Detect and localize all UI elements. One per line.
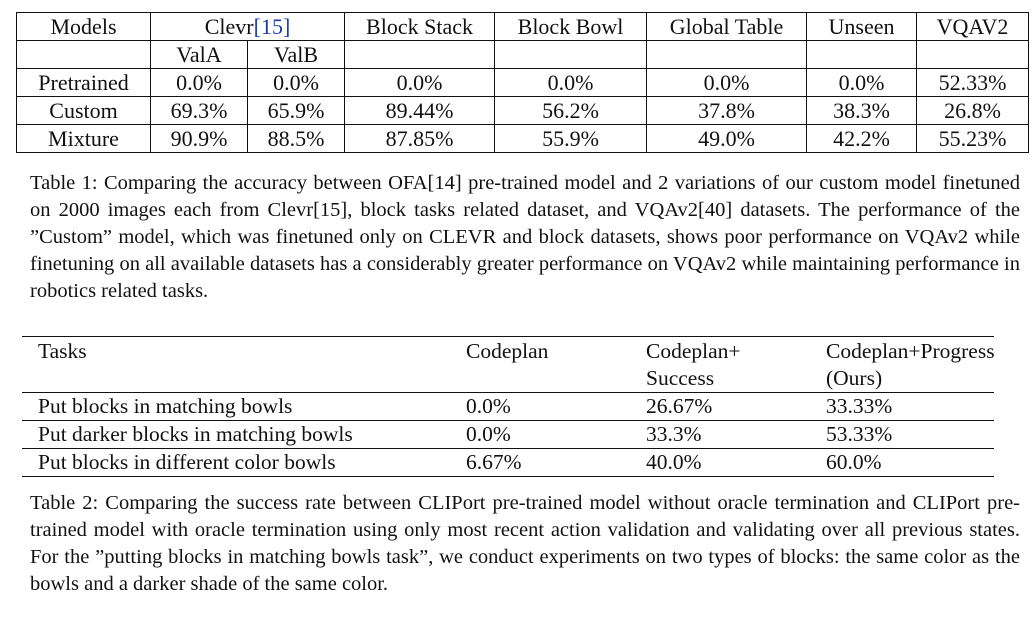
cell-vala: 90.9%	[150, 124, 248, 153]
cell-progress: 53.33%	[812, 420, 994, 449]
cell-valb: 88.5%	[246, 124, 346, 153]
empty-cell	[806, 40, 918, 69]
cell-progress: 33.33%	[812, 392, 994, 421]
cell-block-bowl: 56.2%	[494, 96, 648, 125]
empty-cell	[16, 40, 151, 69]
header-vqav2: VQAV2	[916, 12, 1030, 41]
cell-vala: 69.3%	[150, 96, 248, 125]
header-codeplan-progress: Codeplan+Progress (Ours)	[812, 336, 995, 393]
header-block-bowl: Block Bowl	[494, 12, 648, 41]
cell-block-stack: 0.0%	[344, 68, 496, 97]
header-codeplan-progress-line2: (Ours)	[826, 366, 883, 390]
header-block-stack: Block Stack	[344, 12, 496, 41]
cell-unseen: 42.2%	[806, 124, 918, 153]
table1-header-row: Models Clevr[15] Block Stack Block Bowl …	[16, 12, 1030, 41]
table-row: Pretrained 0.0% 0.0% 0.0% 0.0% 0.0% 0.0%…	[16, 68, 1030, 97]
table-row: Put blocks in matching bowls 0.0% 26.67%…	[22, 392, 994, 421]
cell-task: Put blocks in matching bowls	[22, 392, 452, 421]
header-models: Models	[16, 12, 151, 41]
table-row: Mixture 90.9% 88.5% 87.85% 55.9% 49.0% 4…	[16, 124, 1030, 153]
table-row: Put blocks in different color bowls 6.67…	[22, 448, 994, 477]
header-codeplan-success-line1: Codeplan+	[646, 339, 741, 363]
cell-global-table: 37.8%	[646, 96, 808, 125]
header-clevr: Clevr[15]	[149, 12, 346, 41]
cell-global-table: 49.0%	[646, 124, 808, 153]
empty-cell	[494, 40, 648, 69]
cell-vala: 0.0%	[150, 68, 248, 97]
cell-codeplan: 0.0%	[452, 392, 632, 421]
cell-success: 33.3%	[632, 420, 812, 449]
cell-block-stack: 89.44%	[344, 96, 496, 125]
cell-block-bowl: 55.9%	[494, 124, 648, 153]
header-tasks: Tasks	[22, 336, 452, 393]
header-unseen: Unseen	[806, 12, 918, 41]
cell-unseen: 38.3%	[806, 96, 918, 125]
cell-task: Put darker blocks in matching bowls	[22, 420, 452, 449]
cell-success: 26.67%	[632, 392, 812, 421]
empty-cell	[646, 40, 808, 69]
row-model: Custom	[16, 96, 151, 125]
header-codeplan-progress-line1: Codeplan+Progress	[826, 339, 995, 363]
cell-codeplan: 6.67%	[452, 448, 632, 477]
cell-valb: 0.0%	[246, 68, 346, 97]
cell-vqav2: 26.8%	[916, 96, 1030, 125]
table2-caption: Table 2: Comparing the success rate betw…	[30, 492, 1020, 595]
header-codeplan-success-line2: Success	[646, 366, 715, 390]
cell-progress: 60.0%	[812, 448, 994, 477]
accuracy-table: Models Clevr[15] Block Stack Block Bowl …	[16, 12, 1030, 153]
header-global-table: Global Table	[646, 12, 808, 41]
header-clevr-label: Clevr	[204, 13, 254, 39]
row-model: Pretrained	[16, 68, 151, 97]
row-model: Mixture	[16, 124, 151, 153]
header-valb: ValB	[246, 40, 346, 69]
citation-link[interactable]: [15]	[253, 13, 291, 39]
table-row: Custom 69.3% 65.9% 89.44% 56.2% 37.8% 38…	[16, 96, 1030, 125]
cell-vqav2: 55.23%	[916, 124, 1030, 153]
cell-valb: 65.9%	[246, 96, 346, 125]
empty-cell	[344, 40, 496, 69]
table2-header-row: Tasks Codeplan Codeplan+ Success Codepla…	[22, 336, 995, 393]
table-row: Put darker blocks in matching bowls 0.0%…	[22, 420, 994, 449]
cell-codeplan: 0.0%	[452, 420, 632, 449]
table1-subheader-row: ValA ValB	[16, 40, 1030, 69]
cell-block-bowl: 0.0%	[494, 68, 648, 97]
success-rate-table: Tasks Codeplan Codeplan+ Success Codepla…	[22, 336, 995, 477]
empty-cell	[916, 40, 1030, 69]
header-codeplan-success: Codeplan+ Success	[632, 336, 812, 393]
table1-caption: Table 1: Comparing the accuracy between …	[30, 172, 1020, 302]
cell-task: Put blocks in different color bowls	[22, 448, 452, 477]
cell-block-stack: 87.85%	[344, 124, 496, 153]
header-vala: ValA	[150, 40, 248, 69]
cell-success: 40.0%	[632, 448, 812, 477]
cell-unseen: 0.0%	[806, 68, 918, 97]
header-codeplan: Codeplan	[452, 336, 632, 393]
cell-vqav2: 52.33%	[916, 68, 1030, 97]
cell-global-table: 0.0%	[646, 68, 808, 97]
